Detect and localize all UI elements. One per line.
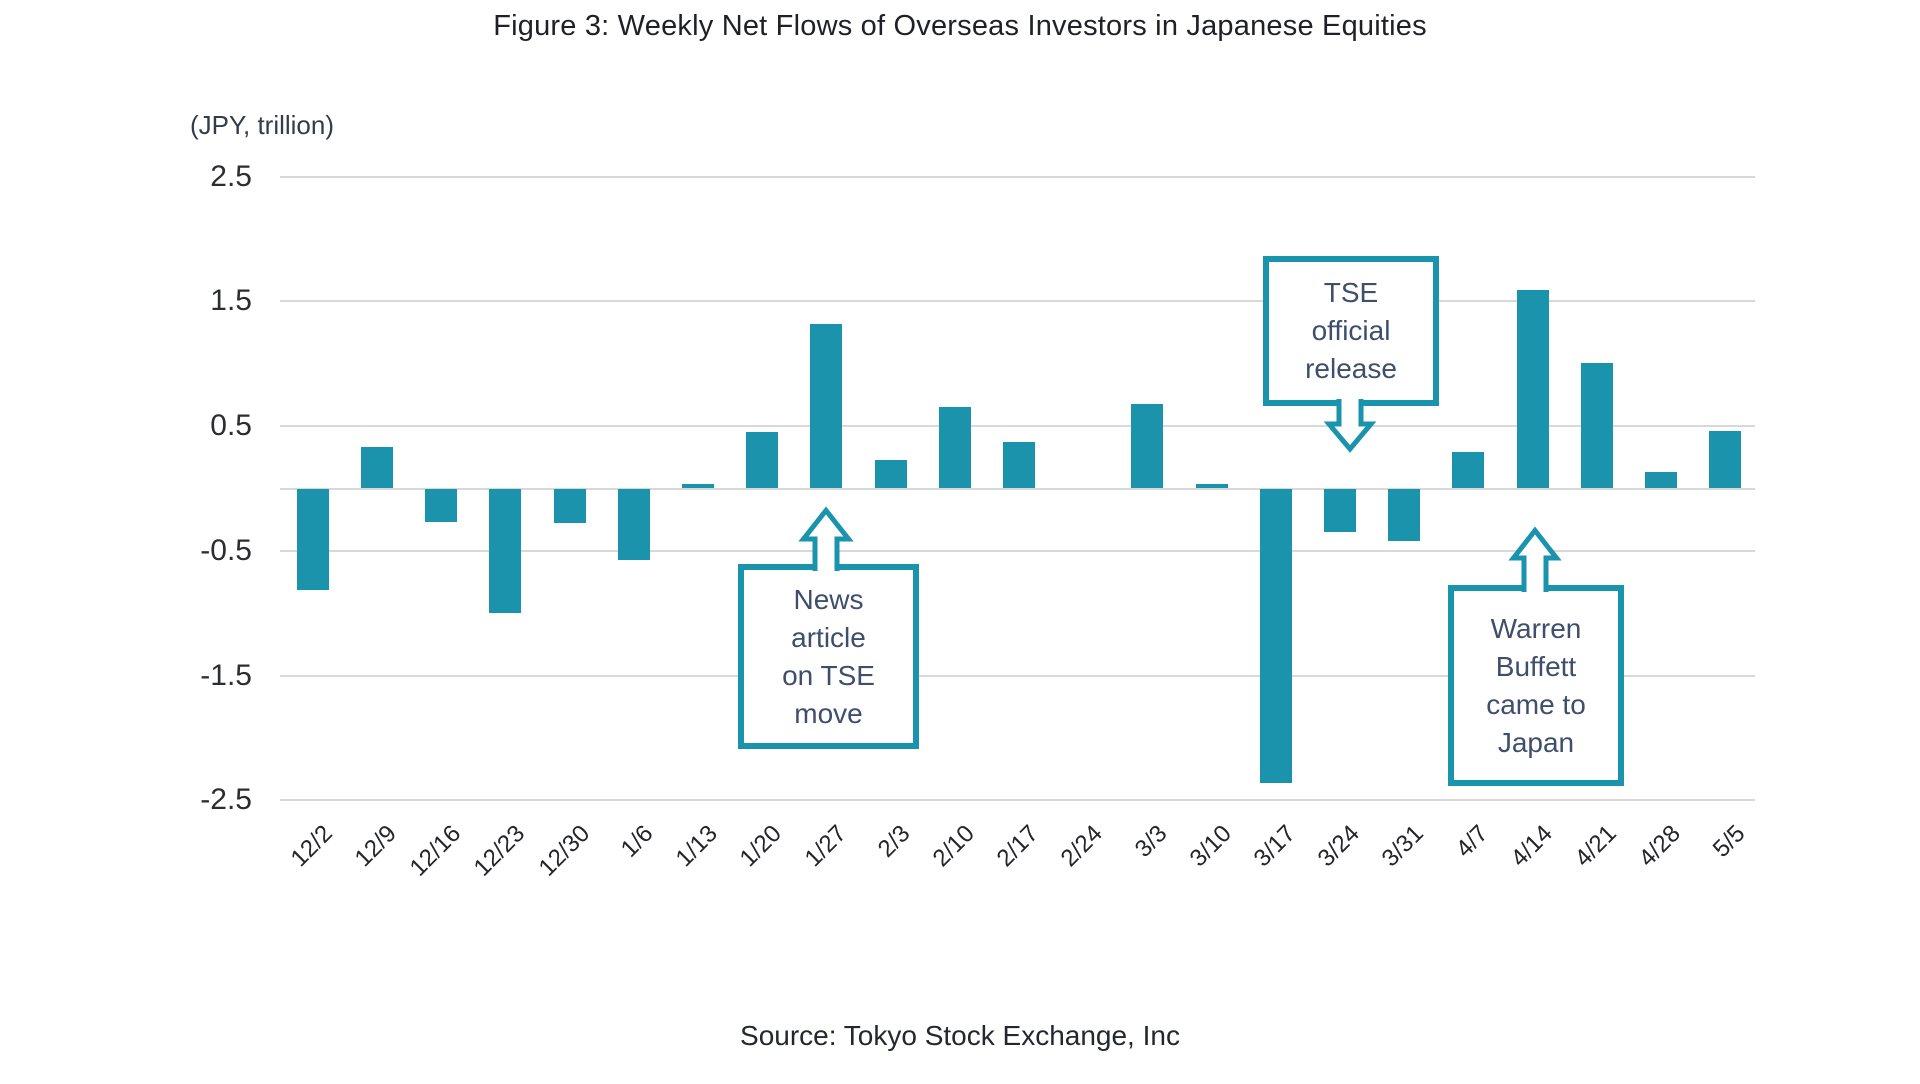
x-axis-tick-label: 12/9	[349, 820, 403, 873]
x-axis-tick-label: 2/17	[991, 820, 1045, 873]
annotation-box-warren-buffett: Warren Buffett came to Japan	[1448, 585, 1624, 786]
bar-1/20	[746, 432, 779, 489]
x-axis-tick-label: 2/24	[1056, 820, 1109, 873]
y-axis-tick-label: 0.5	[210, 409, 252, 443]
x-axis-tick-label: 5/5	[1707, 820, 1751, 863]
x-axis-tick-label: 2/3	[873, 820, 916, 863]
x-axis-tick-label: 12/23	[468, 820, 531, 882]
x-axis-tick-label: 1/6	[616, 820, 659, 863]
bar-12/2	[296, 488, 329, 590]
annotation-line: move	[794, 697, 863, 729]
x-axis-tick-label: 4/21	[1569, 820, 1622, 873]
y-axis-tick-label: 2.5	[210, 159, 252, 193]
bar-4/28	[1645, 472, 1677, 489]
x-axis-tick-label: 3/31	[1377, 820, 1430, 873]
annotation-line: official	[1311, 315, 1391, 346]
x-axis-tick-label: 1/20	[735, 820, 788, 873]
x-axis-tick-label: 4/14	[1505, 820, 1558, 873]
x-axis-tick-label: 4/7	[1450, 820, 1494, 863]
bar-3/10	[1195, 483, 1228, 489]
chart-title: Figure 3: Weekly Net Flows of Overseas I…	[493, 10, 1427, 42]
y-axis-tick-label: -1.5	[200, 658, 252, 692]
annotation-line: Warren	[1490, 612, 1582, 644]
annotation-line: on TSE	[782, 659, 875, 691]
bar-3/17	[1259, 488, 1292, 783]
source-caption: Source: Tokyo Stock Exchange, Inc	[740, 1020, 1180, 1051]
bar-5/5	[1709, 431, 1742, 489]
gridline	[280, 300, 1755, 303]
gridline	[280, 487, 1755, 490]
x-axis-tick-label: 3/24	[1312, 820, 1366, 873]
annotation-line: Japan	[1497, 726, 1575, 758]
gridline	[280, 549, 1755, 552]
annotation-box-tse-official-release: TSE official release	[1263, 256, 1439, 406]
gridline	[280, 175, 1755, 178]
x-axis-tick-label: 1/13	[670, 820, 724, 873]
gridline	[280, 674, 1755, 677]
up-arrow-icon	[1508, 526, 1562, 592]
x-axis-tick-label: 12/16	[404, 820, 467, 882]
x-axis-tick-label: 3/10	[1184, 820, 1237, 873]
x-axis-tick-label: 12/30	[533, 820, 595, 882]
annotation-line: Buffett	[1495, 650, 1577, 682]
bar-2/3	[874, 459, 907, 489]
bar-2/17	[1003, 442, 1035, 489]
bar-1/27	[810, 323, 843, 489]
annotation-line: came to	[1486, 688, 1586, 720]
bar-3/3	[1131, 403, 1164, 489]
bar-2/10	[938, 407, 971, 489]
x-axis-tick-label: 3/3	[1129, 820, 1173, 863]
annotation-line: TSE	[1323, 277, 1379, 308]
gridline	[280, 425, 1755, 428]
annotation-box-news-article: News article on TSE move	[738, 564, 919, 749]
bar-1/6	[617, 488, 650, 560]
bar-3/31	[1388, 488, 1421, 541]
x-axis-tick-label: 12/2	[285, 820, 338, 873]
bar-3/24	[1324, 488, 1356, 533]
bar-12/30	[553, 488, 586, 524]
x-axis-tick-label: 1/27	[799, 820, 852, 873]
bar-4/21	[1580, 362, 1613, 489]
bar-12/16	[425, 488, 458, 523]
gridline	[280, 799, 1755, 802]
down-arrow-icon	[1323, 399, 1377, 453]
annotation-line: release	[1305, 353, 1397, 384]
y-axis-tick-label: 1.5	[210, 284, 252, 318]
annotation-line: article	[791, 621, 866, 653]
x-axis-tick-label: 3/17	[1248, 820, 1301, 873]
up-arrow-icon	[798, 506, 854, 571]
bar-12/9	[361, 447, 393, 489]
bar-4/14	[1516, 290, 1549, 489]
x-axis-tick-label: 4/28	[1633, 820, 1687, 873]
annotation-line: News	[793, 583, 864, 615]
y-axis-unit-label: (JPY, trillion)	[190, 110, 335, 140]
x-axis-tick-label: 2/10	[927, 820, 980, 873]
y-axis-tick-label: -2.5	[200, 783, 252, 817]
bar-4/7	[1452, 452, 1485, 489]
y-axis-tick-label: -0.5	[200, 533, 252, 567]
bar-1/13	[682, 483, 714, 489]
bar-12/23	[489, 488, 522, 614]
